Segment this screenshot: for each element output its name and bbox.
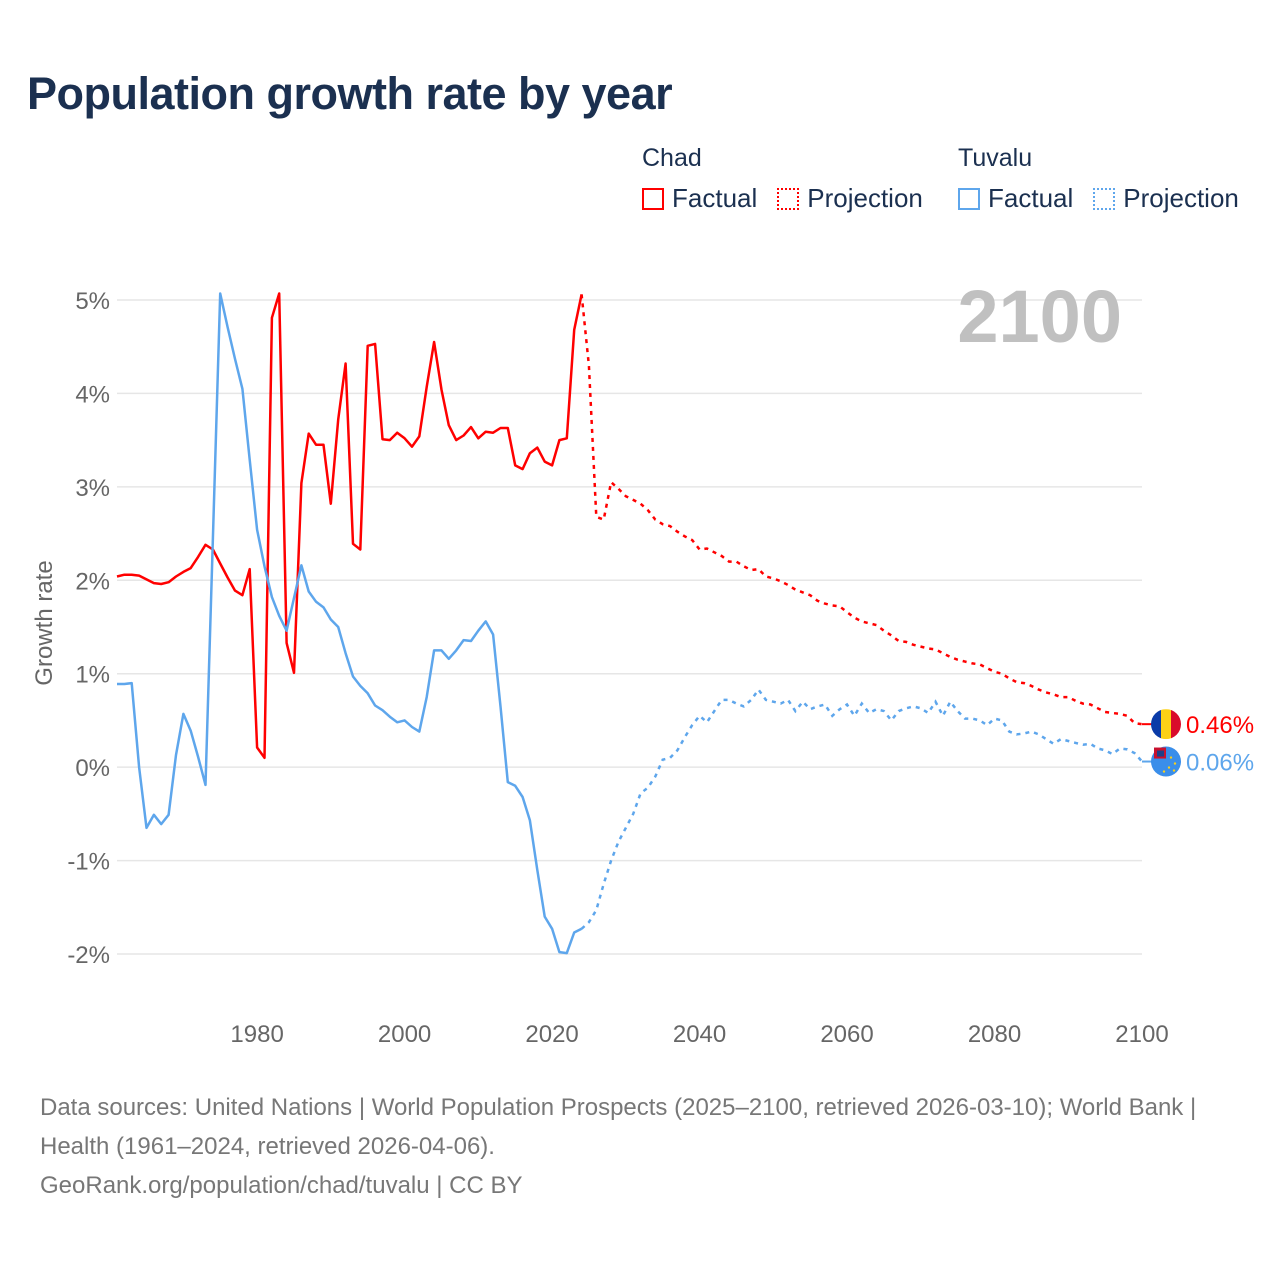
legend-label: Factual	[672, 183, 758, 213]
legend-group-name: Chad	[642, 144, 702, 172]
tuvalu-flag-icon	[1151, 746, 1181, 777]
solid-swatch-icon	[642, 187, 664, 210]
legend-label: Projection	[1123, 183, 1239, 213]
dotted-swatch-icon	[777, 187, 800, 210]
x-tick-label: 2080	[968, 1021, 1021, 1048]
series-chad-factual-line	[116, 292, 583, 760]
y-tick-label: 1%	[75, 662, 110, 689]
y-tick-label: 2%	[75, 568, 110, 595]
y-tick-label: 0%	[75, 755, 110, 782]
end-value-label: 0.46%	[1186, 712, 1254, 739]
legend-tuvalu-factual[interactable]: Factual	[958, 183, 1073, 214]
legend-chad-projection[interactable]: Projection	[777, 183, 923, 214]
legend-tuvalu-projection[interactable]: Projection	[1093, 183, 1239, 214]
legend-label: Factual	[988, 183, 1074, 213]
dotted-swatch-icon	[1093, 187, 1116, 210]
y-tick-label: 4%	[75, 381, 110, 408]
year-label: 2100	[957, 275, 1122, 358]
series-chad-projection-line	[580, 294, 1143, 726]
x-tick-label: 2040	[673, 1021, 726, 1048]
legend-label: Projection	[807, 183, 923, 213]
y-tick-label: -1%	[67, 849, 110, 876]
x-tick-label: 2000	[378, 1021, 431, 1048]
x-tick-label: 1980	[230, 1021, 283, 1048]
footer: Data sources: United Nations | World Pop…	[40, 1088, 1240, 1205]
y-tick-label: 3%	[75, 475, 110, 502]
legend-chad-factual[interactable]: Factual	[642, 183, 757, 214]
y-tick-label: 5%	[75, 288, 110, 315]
legend-tuvalu: Tuvalu Factual Projection	[958, 144, 1259, 214]
chart-title: Population growth rate by year	[27, 68, 673, 119]
legend-chad: Chad Factual Projection	[642, 144, 943, 214]
end-value-label: 0.06%	[1186, 750, 1254, 777]
credit-link[interactable]: GeoRank.org/population/chad/tuvalu | CC …	[40, 1172, 523, 1199]
chad-flag-icon	[1151, 709, 1181, 740]
x-tick-label: 2100	[1115, 1021, 1168, 1048]
x-tick-label: 2060	[820, 1021, 873, 1048]
series-tuvalu-factual-line	[117, 292, 583, 955]
y-tick-label: -2%	[67, 942, 110, 969]
line-chart: -2% -1% 0% 1% 2% 3% 4% 5% 1980 2000 2020 2040 2060 20…	[31, 275, 1254, 1048]
solid-swatch-icon	[958, 187, 980, 210]
series-tuvalu-projection-line	[580, 687, 1143, 930]
legend-group-name: Tuvalu	[958, 144, 1033, 172]
y-axis-label: Growth rate	[31, 560, 58, 685]
x-tick-label: 2020	[525, 1021, 578, 1048]
data-sources: Data sources: United Nations | World Pop…	[40, 1094, 1197, 1160]
